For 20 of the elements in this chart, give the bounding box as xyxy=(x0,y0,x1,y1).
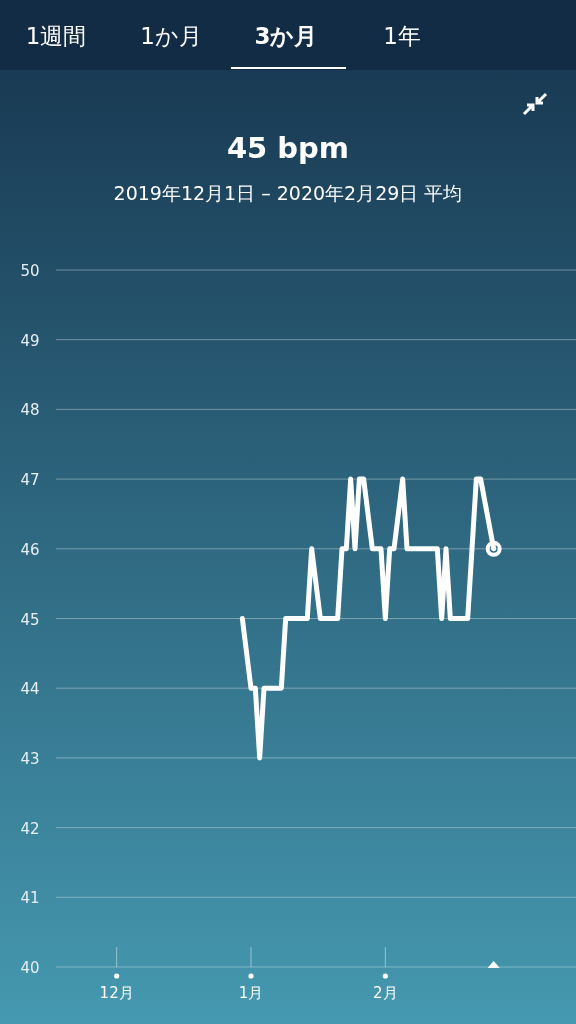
x-tick-label: 1月 xyxy=(238,984,264,1002)
y-tick-label: 43 xyxy=(20,749,40,768)
text: 1年 xyxy=(383,23,421,49)
y-tick-label: 48 xyxy=(20,401,40,420)
x-tick-label: 2月 xyxy=(373,984,398,1002)
y-tick-label: 44 xyxy=(20,680,40,699)
text: 1週間 xyxy=(25,23,87,49)
y-tick-label: 50 xyxy=(20,262,40,280)
x-tick-label: 12月 xyxy=(99,984,134,1002)
y-tick-label: 40 xyxy=(20,959,40,977)
y-tick-label: 47 xyxy=(20,471,40,490)
y-tick-label: 46 xyxy=(20,540,40,559)
text: 1か月 xyxy=(140,23,202,49)
y-tick-label: 41 xyxy=(20,889,40,908)
y-tick-label: 49 xyxy=(20,331,40,350)
y-tick-label: 42 xyxy=(20,819,40,838)
chart-subtitle: 2019年12月1日 – 2020年2月29日 平均 xyxy=(113,182,463,204)
y-tick-label: 45 xyxy=(20,610,40,629)
text: 3か月 xyxy=(254,23,318,49)
chart-title: 45 bpm xyxy=(226,131,350,165)
